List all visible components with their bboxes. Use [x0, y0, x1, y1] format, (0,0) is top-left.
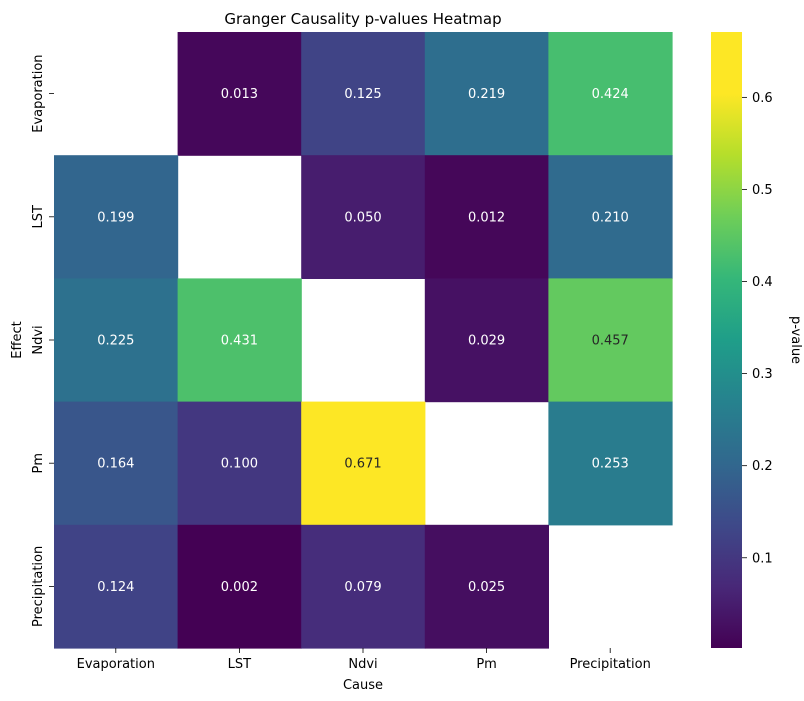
heatmap-cell	[301, 155, 426, 279]
cell-value-label: 0.125	[344, 87, 381, 102]
cell-value-label: 0.002	[221, 580, 258, 595]
cell-value-label: 0.457	[592, 334, 629, 349]
y-tick-label: LST	[31, 205, 46, 228]
cell-value-label: 0.013	[221, 87, 258, 102]
heatmap-cell	[424, 155, 549, 279]
x-axis: Evaporation LST Ndvi Pm Precipitation	[77, 648, 651, 672]
y-tick-label: Precipitation	[31, 546, 46, 627]
y-axis: Evaporation LST Ndvi Pm Precipitation	[31, 54, 54, 627]
heatmap-cell	[177, 32, 302, 156]
x-tick-label: LST	[228, 657, 251, 672]
heatmap-cell	[301, 401, 426, 526]
heatmap-cell	[548, 278, 673, 403]
cell-value-label: 0.164	[97, 457, 134, 472]
heatmap-cell	[424, 278, 549, 403]
cell-value-label: 0.029	[468, 334, 505, 349]
colorbar-axis: 0.1 0.2 0.3 0.4 0.5 0.6	[742, 91, 773, 566]
cell-value-label: 0.210	[592, 210, 629, 225]
x-axis-label: Cause	[343, 678, 383, 693]
heatmap-cell	[54, 524, 179, 649]
cell-value-label: 0.431	[221, 334, 258, 349]
cell-value-label: 0.012	[468, 210, 505, 225]
heatmap-cell	[424, 32, 549, 156]
x-tick-label: Precipitation	[570, 657, 651, 672]
y-tick-label: Evaporation	[31, 54, 46, 132]
cell-value-label: 0.079	[344, 580, 381, 595]
y-tick-label: Pm	[31, 453, 46, 474]
colorbar-tick-label: 0.1	[752, 551, 773, 566]
x-tick-label: Pm	[476, 657, 497, 672]
cell-value-label: 0.050	[344, 210, 381, 225]
colorbar-tick-label: 0.6	[752, 91, 773, 106]
heatmap-cell	[301, 32, 426, 156]
heatmap-cell	[548, 155, 673, 279]
cell-value-label: 0.424	[592, 87, 629, 102]
heatmap-cell	[548, 401, 673, 526]
heatmap-cell	[54, 155, 179, 279]
heatmap-cell	[548, 32, 673, 156]
cell-value-label: 0.225	[97, 334, 134, 349]
colorbar-label: p-value	[788, 316, 803, 364]
cell-value-label: 0.253	[592, 457, 629, 472]
cell-value-label: 0.219	[468, 87, 505, 102]
heatmap-cells: 0.013 0.125 0.219 0.424 0.199 0.050 0.012 0.210…	[54, 32, 673, 649]
cell-value-label: 0.199	[97, 210, 134, 225]
colorbar-tick-label: 0.4	[752, 275, 773, 290]
chart-title: Granger Causality p-values Heatmap	[224, 10, 501, 28]
cell-value-label: 0.671	[344, 457, 381, 472]
heatmap-cell	[54, 401, 179, 526]
heatmap-cell	[54, 278, 179, 403]
y-tick-label: Ndvi	[31, 325, 46, 354]
colorbar-tick-label: 0.5	[752, 183, 773, 198]
colorbar-tick-label: 0.3	[752, 367, 773, 382]
cell-value-label: 0.124	[97, 580, 134, 595]
heatmap-cell	[301, 524, 426, 649]
cell-value-label: 0.025	[468, 580, 505, 595]
cell-value-label: 0.100	[221, 457, 258, 472]
heatmap-cell	[177, 278, 302, 403]
colorbar	[711, 32, 742, 648]
heatmap-cell	[424, 524, 549, 649]
colorbar-tick-label: 0.2	[752, 459, 773, 474]
x-tick-label: Ndvi	[348, 657, 377, 672]
heatmap-cell	[177, 401, 302, 526]
heatmap-cell	[177, 524, 302, 649]
y-axis-label: Effect	[10, 321, 25, 358]
x-tick-label: Evaporation	[77, 657, 155, 672]
